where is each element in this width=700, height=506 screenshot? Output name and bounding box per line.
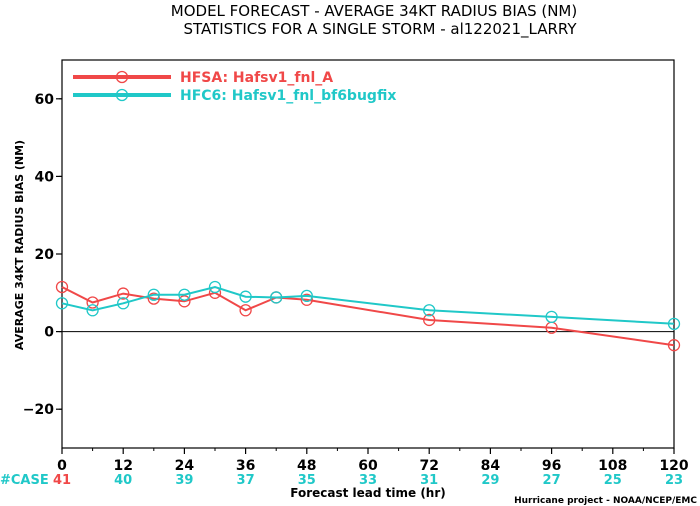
series-1-point [147,292,160,305]
chart-title-line-2: STATISTICS FOR A SINGLE STORM - al122021… [183,20,577,39]
chart-title-line-1: MODEL FORECAST - AVERAGE 34KT RADIUS BIA… [171,2,577,20]
y-tick-label: 20 [35,247,55,263]
case-count: 25 [604,473,622,488]
x-tick-label: 60 [358,458,378,474]
series-2-point [300,289,313,303]
case-row-label: #CASE [0,473,49,488]
plot-area: −20 0 20 40 60 0 12 24 36 48 60 72 84 96 108 120 HFSA: H… [0,59,689,488]
legend-marker-2 [115,88,129,102]
x-tick-label: 96 [542,458,561,474]
series-1-point [423,313,436,327]
legend-label-1: HFSA: Hafsv1_fnl_A [180,70,333,86]
series-1-point [667,339,681,352]
x-axis-label: Forecast lead time (hr) [290,486,446,500]
series-2-point [239,290,252,303]
case-count: 27 [543,473,561,488]
x-tick-label: 48 [297,458,316,474]
x-tick-label: 84 [481,458,501,474]
series-2-point [208,280,222,294]
y-tick-label: −20 [23,402,54,418]
case-count: 31 [420,473,438,488]
case-count: 40 [114,473,132,488]
y-axis-label: AVERAGE 34KT RADIUS BIAS (NM) [13,140,26,350]
series-1-point [178,295,191,308]
y-tick-label: 0 [44,325,54,341]
case-count: 35 [298,473,316,488]
series-2-point [147,288,160,301]
series-2-point [117,297,130,310]
series-1-point [55,280,69,294]
x-tick-label: 72 [419,458,438,474]
x-tick-label: 120 [659,458,688,474]
series-2-point [667,317,681,330]
x-tick-label: 24 [175,458,195,474]
series-2-point [86,304,99,317]
series-2-point [55,297,69,310]
case-count: 33 [359,473,377,488]
credit-text: Hurricane project - NOAA/NCEP/EMC [514,496,697,506]
case-count: 37 [237,473,255,488]
legend-marker-1 [115,70,129,84]
y-tick-label: 60 [35,92,55,108]
x-tick-label: 12 [113,458,132,474]
series-1-point [239,304,252,317]
plot-frame [61,59,675,449]
series-1-point [86,296,99,309]
case-count: 23 [665,473,683,488]
case-count: 29 [481,473,499,488]
x-tick-label: 36 [236,458,255,474]
y-tick-label: 40 [35,169,55,185]
series-2-point [423,304,436,317]
legend-label-2: HFC6: Hafsv1_fnl_bf6bugfix [180,88,396,104]
series-2-point [545,310,558,324]
x-tick-label: 0 [57,458,67,474]
series-2-point [178,288,191,301]
case-count: 41 [53,473,71,488]
series-1-point [300,293,313,306]
series-2-point [270,291,283,304]
x-tick-label: 108 [598,458,627,474]
series-1-point [117,287,130,300]
case-count: 39 [175,473,193,488]
